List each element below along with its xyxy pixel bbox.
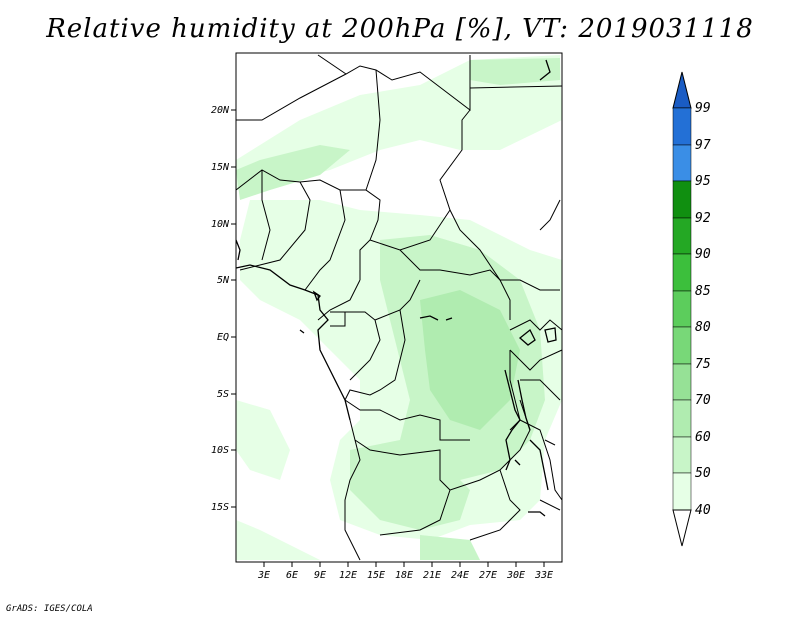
colorbar-segment — [672, 217, 692, 255]
colorbar-label: 92 — [695, 211, 711, 226]
lat-label: EQ — [217, 332, 229, 343]
coastlines — [235, 59, 557, 517]
colorbar-segment — [672, 144, 692, 182]
colorbar-label: 90 — [695, 247, 711, 262]
lon-label: 30E — [506, 570, 525, 581]
lon-label: 15E — [367, 570, 385, 581]
longitude-labels: 3E 6E 9E 12E 15E 18E 21E 24E 27E 30E 33E — [257, 570, 553, 581]
lat-label: 5S — [217, 389, 229, 400]
colorbar-segment — [672, 436, 692, 474]
lat-label: 20N — [211, 105, 230, 116]
map-frame — [235, 52, 563, 563]
colorbar-label: 50 — [695, 466, 711, 481]
colorbar-segment — [672, 290, 692, 328]
colorbar-top-arrow — [672, 71, 692, 109]
colorbar-segment — [672, 253, 692, 292]
map-title: Relative humidity at 200hPa [%], VT: 201… — [46, 14, 754, 44]
colorbar-segment — [672, 472, 692, 511]
colorbar-segment — [672, 399, 692, 438]
colorbar-label: 95 — [695, 174, 711, 189]
lon-label: 21E — [423, 570, 441, 581]
colorbar-segment — [672, 363, 692, 401]
lat-label: 15N — [211, 162, 230, 173]
colorbar-label: 99 — [695, 101, 711, 116]
country-borders — [235, 54, 563, 561]
lon-label: 24E — [451, 570, 469, 581]
grads-credit: GrADS: IGES/COLA — [6, 604, 93, 614]
longitude-ticks — [263, 562, 545, 567]
latitude-ticks — [231, 109, 236, 508]
colorbar-label: 75 — [695, 357, 711, 372]
lon-label: 27E — [479, 570, 497, 581]
lat-label: 5N — [217, 275, 230, 286]
colorbar-label: 40 — [695, 503, 711, 518]
lat-label: 15S — [211, 502, 229, 513]
lon-label: 6E — [286, 570, 298, 581]
colorbar: 99 97 95 92 90 85 80 75 70 60 50 40 — [672, 71, 711, 547]
colorbar-segment — [672, 326, 692, 365]
colorbar-label: 97 — [695, 138, 711, 153]
latitude-labels: 20N 15N 10N 5N EQ 5S 10S 15S — [211, 105, 230, 513]
lat-label: 10S — [211, 445, 229, 456]
lat-label: 10N — [211, 219, 230, 230]
colorbar-bottom-arrow — [672, 509, 692, 547]
lon-label: 33E — [534, 570, 553, 581]
colorbar-segment — [672, 180, 692, 219]
lon-label: 3E — [257, 570, 270, 581]
lon-label: 9E — [314, 570, 326, 581]
humidity-shading — [236, 55, 562, 560]
lon-label: 12E — [339, 570, 357, 581]
lon-label: 18E — [395, 570, 413, 581]
colorbar-label: 80 — [695, 320, 711, 335]
colorbar-segment — [672, 107, 692, 146]
colorbar-label: 60 — [695, 430, 711, 445]
colorbar-label: 70 — [695, 393, 711, 408]
colorbar-label: 85 — [695, 284, 711, 299]
